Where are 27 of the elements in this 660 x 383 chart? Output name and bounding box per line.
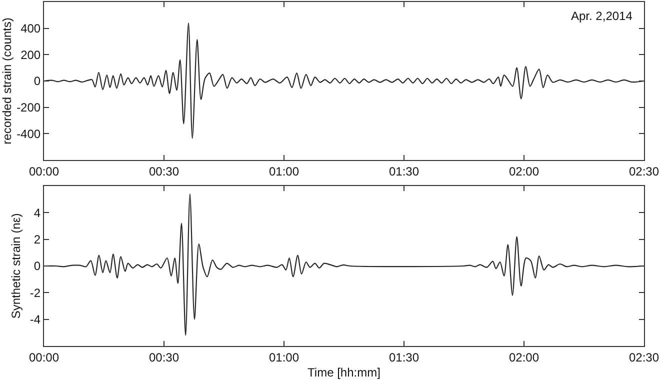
y-tick-label: 0 <box>34 74 41 88</box>
y-tick-label: 200 <box>20 48 41 62</box>
x-tick-label: 01:30 <box>388 164 420 178</box>
y-tick-label: 4 <box>34 206 41 220</box>
x-axis-title: Time [hh:mm] <box>308 365 380 380</box>
line-series <box>44 22 644 139</box>
x-tick-label: 02:30 <box>628 350 660 364</box>
y-tick-label: -4 <box>30 312 41 327</box>
x-tick-label: 02:00 <box>508 350 540 364</box>
y-tick-label: -400 <box>16 126 41 141</box>
y-axis-title: recorded strain (counts) <box>0 18 14 144</box>
x-tick-label: 02:00 <box>508 164 540 178</box>
annotation: Apr. 2,2014 <box>571 9 633 23</box>
y-tick-label: 2 <box>34 232 41 247</box>
x-tick-label: 00:30 <box>148 164 180 178</box>
x-tick-label: 00:00 <box>28 164 60 178</box>
x-tick-label: 01:30 <box>388 350 420 364</box>
x-tick-label: 00:30 <box>148 350 180 364</box>
y-tick-label: -2 <box>30 286 41 300</box>
y-axis-title: Synthetic strain (nε) <box>9 213 24 319</box>
x-tick-label: 02:30 <box>628 164 660 178</box>
y-tick-label: -200 <box>16 100 41 115</box>
y-tick-label: 0 <box>34 259 41 274</box>
x-tick-label: 01:00 <box>268 350 300 364</box>
y-tick-label: 400 <box>20 22 41 36</box>
x-tick-label: 01:00 <box>268 164 300 178</box>
x-tick-label: 00:00 <box>28 350 60 364</box>
